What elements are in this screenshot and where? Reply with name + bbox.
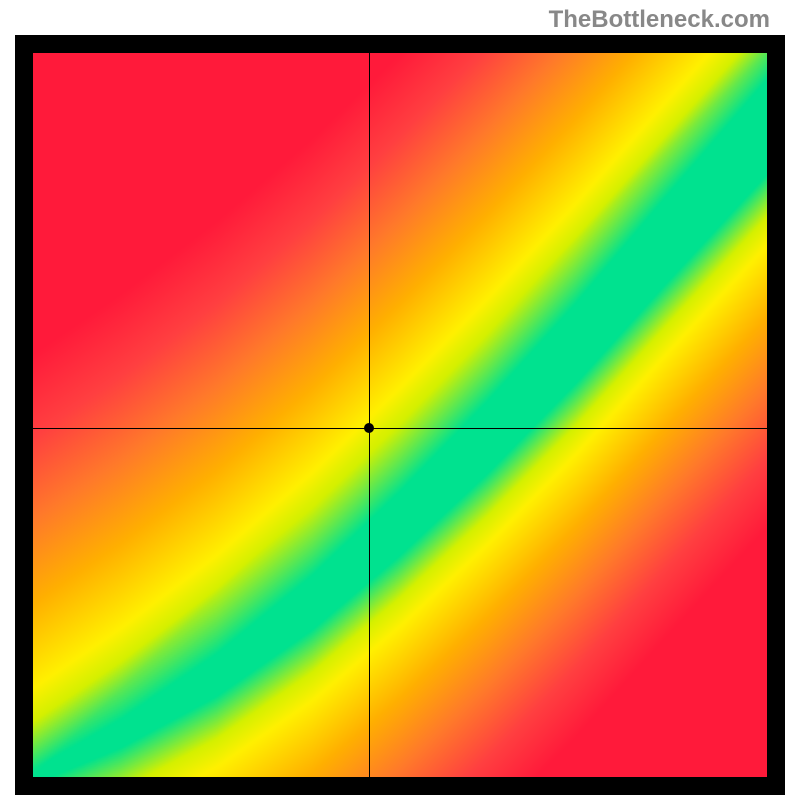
heatmap-canvas <box>33 53 767 777</box>
chart-container: TheBottleneck.com <box>0 0 800 800</box>
crosshair-horizontal <box>33 428 767 429</box>
data-point-marker <box>364 423 374 433</box>
plot-area <box>33 53 767 777</box>
crosshair-vertical <box>369 53 370 777</box>
watermark-text: TheBottleneck.com <box>549 6 770 34</box>
